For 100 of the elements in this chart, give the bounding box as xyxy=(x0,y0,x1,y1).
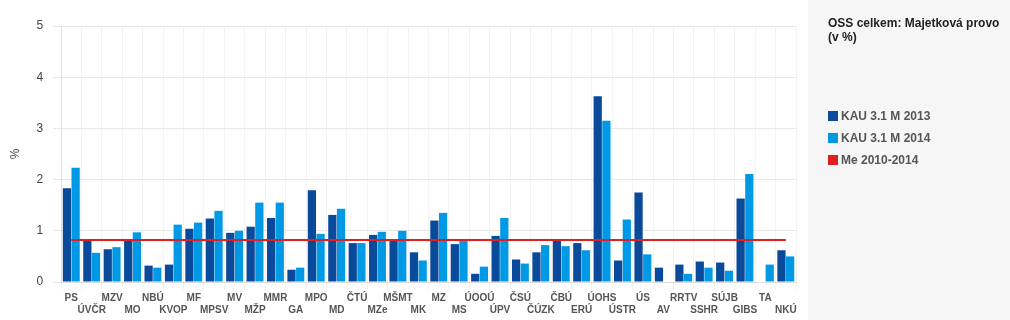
x-tick-label: PS xyxy=(64,291,79,303)
x-tick-label: ÚS xyxy=(635,290,651,303)
bar xyxy=(214,210,223,282)
x-tick-label: MD xyxy=(328,303,345,315)
bar xyxy=(234,230,244,282)
bar xyxy=(369,234,378,282)
bar xyxy=(491,235,500,282)
x-tick-label: MPO xyxy=(304,291,328,303)
bar xyxy=(71,167,80,282)
x-tick-label: GA xyxy=(288,303,304,315)
bar xyxy=(695,261,704,282)
x-tick-label: MPSV xyxy=(200,303,229,315)
bar xyxy=(459,241,468,282)
bar xyxy=(296,267,305,282)
bar xyxy=(736,198,745,282)
bar xyxy=(103,249,112,282)
bar xyxy=(287,269,296,282)
bar xyxy=(471,273,480,282)
bar xyxy=(307,190,317,282)
x-tick-label: ERÚ xyxy=(571,302,593,315)
bar xyxy=(552,238,562,282)
bar xyxy=(593,96,602,282)
text: OSS celkem: Majetková provo (v %) xyxy=(828,16,1001,44)
legend-label: KAU 3.1 M 2014 xyxy=(841,131,931,145)
bar xyxy=(132,232,141,282)
bar xyxy=(348,243,357,282)
x-tick-label: SSHR xyxy=(690,303,719,315)
bar xyxy=(246,226,255,282)
bar xyxy=(614,260,623,282)
bar xyxy=(328,214,337,282)
bar xyxy=(185,228,194,282)
bar xyxy=(193,222,203,282)
x-tick-label: SÚJB xyxy=(711,290,738,303)
bar xyxy=(83,238,92,282)
bar xyxy=(173,224,182,282)
x-tick-label: KVOP xyxy=(159,303,188,315)
y-tick-label: 5 xyxy=(36,18,44,33)
bar xyxy=(643,254,652,282)
x-tick-label: ČBÚ xyxy=(550,290,573,303)
bar xyxy=(511,259,521,282)
bar xyxy=(124,240,133,282)
x-tick-label: MŽP xyxy=(244,302,266,315)
x-tick-label: AV xyxy=(656,303,671,315)
bar xyxy=(409,252,419,282)
x-tick-label: NKÚ xyxy=(774,302,797,315)
bar xyxy=(357,243,366,282)
x-tick-label: MK xyxy=(410,303,427,315)
bar xyxy=(205,218,214,282)
bar xyxy=(153,267,162,282)
x-tick-label: MZe xyxy=(367,303,388,315)
x-tick-label: ÚVČR xyxy=(77,302,107,315)
y-tick-label: 1 xyxy=(36,223,44,238)
x-tick-label: ÚOHS xyxy=(587,290,617,303)
y-tick-label: 2 xyxy=(36,171,44,186)
bar xyxy=(226,232,235,282)
bar xyxy=(255,202,264,282)
x-tick-label: TA xyxy=(759,291,772,303)
x-tick-label: MŠMT xyxy=(383,290,413,303)
bar xyxy=(675,264,684,282)
bar xyxy=(520,263,529,282)
bar xyxy=(377,231,386,282)
bar xyxy=(62,188,72,282)
bar xyxy=(438,212,448,282)
bar xyxy=(112,247,121,282)
bar xyxy=(389,241,398,282)
x-tick-label: ČTÚ xyxy=(346,290,368,303)
legend-label: KAU 3.1 M 2013 xyxy=(841,109,931,123)
bar xyxy=(336,208,346,282)
bar xyxy=(704,267,713,282)
y-tick-label: 4 xyxy=(36,69,44,84)
x-tick-label: ČSÚ xyxy=(509,290,531,303)
bar xyxy=(765,264,774,282)
bar xyxy=(745,173,754,282)
bar xyxy=(581,250,591,282)
x-tick-label: MMR xyxy=(263,291,289,303)
x-tick-label: ČÚZK xyxy=(526,302,556,315)
bar xyxy=(479,266,489,282)
bar xyxy=(634,192,643,282)
bar xyxy=(500,218,509,282)
x-tick-label: ÚOOÚ xyxy=(464,290,495,303)
bar xyxy=(164,264,174,282)
x-tick-label: MZV xyxy=(101,291,123,303)
x-tick-label: MO xyxy=(124,303,141,315)
x-tick-label: ÚSTR xyxy=(608,302,637,315)
x-tick-label: GIBS xyxy=(732,303,758,315)
bar xyxy=(266,218,276,282)
x-tick-label: MS xyxy=(451,303,467,315)
x-tick-label: MV xyxy=(227,291,243,303)
bar xyxy=(683,273,693,282)
bar xyxy=(573,243,582,282)
bar xyxy=(430,220,439,282)
bar xyxy=(541,245,550,282)
bar xyxy=(144,265,153,282)
bar xyxy=(602,120,611,282)
y-axis-title: % xyxy=(7,148,22,160)
bar xyxy=(275,202,284,282)
bar xyxy=(91,252,101,282)
bar xyxy=(654,267,664,282)
x-tick-label: MZ xyxy=(431,291,446,303)
y-tick-label: 3 xyxy=(36,120,44,135)
